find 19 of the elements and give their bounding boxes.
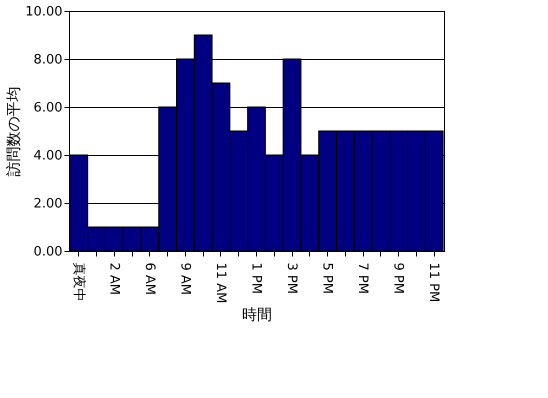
x-tick-label: 7 PM: [355, 262, 370, 294]
x-tick-label: 11 PM: [426, 262, 442, 302]
y-tick-label: 8.00: [34, 52, 62, 68]
x-tick-label: 3 PM: [284, 262, 300, 294]
x-tick-label: 2 AM: [106, 262, 122, 296]
y-tick-label: 0.00: [34, 244, 62, 260]
y-tick-label: 6.00: [34, 100, 62, 116]
x-tick-label: 真夜中: [70, 262, 87, 302]
x-tick-label: 11 AM: [212, 262, 228, 304]
y-tick-label: 4.00: [34, 148, 62, 164]
x-axis-title: 時間: [242, 305, 272, 324]
x-tick-label: 1 PM: [248, 262, 264, 294]
x-tick-label: 6 AM: [142, 262, 157, 296]
x-tick-label: 5 PM: [320, 262, 335, 294]
x-tick-label: 9 PM: [390, 262, 406, 294]
y-tick-label: 10.00: [25, 4, 62, 20]
x-tick-label: 9 AM: [177, 262, 192, 296]
y-tick-label: 2.00: [34, 196, 62, 212]
y-axis-title: 訪問数の平均: [4, 86, 22, 176]
